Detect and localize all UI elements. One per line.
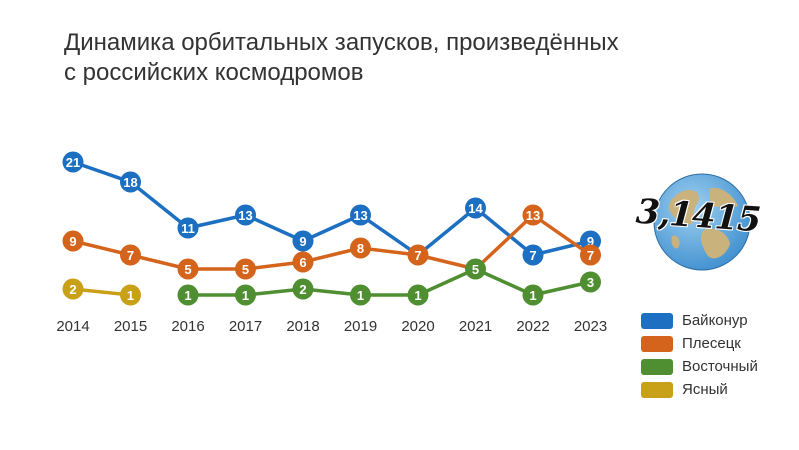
data-label: 2 [69, 282, 76, 297]
data-point [350, 237, 371, 259]
chart-title: Динамика орбитальных запусков, произведё… [64, 28, 664, 88]
legend-label-baikonur: Байконур [682, 312, 748, 329]
data-label: 7 [587, 248, 594, 263]
chart-title-line-2: с российских космодромов [64, 59, 364, 86]
data-point [407, 244, 429, 266]
legend-item-baikonur: Байконур [641, 309, 758, 332]
data-point [120, 244, 141, 266]
data-point [407, 284, 429, 306]
data-point [522, 204, 544, 226]
data-label: 1 [184, 288, 191, 303]
data-label: 8 [357, 241, 364, 256]
data-label: 5 [184, 262, 191, 277]
series-line [72, 213, 592, 271]
data-point [465, 197, 486, 219]
data-label: 11 [181, 221, 195, 236]
data-label: 7 [529, 248, 536, 263]
legend-label-yasny: Ясный [682, 381, 728, 398]
data-label: 13 [526, 208, 540, 223]
data-point [522, 244, 544, 266]
data-label: 1 [357, 288, 364, 303]
data-label: 21 [66, 155, 80, 170]
data-point [465, 258, 486, 280]
data-point [292, 230, 314, 252]
legend-label-vostochny: Восточный [682, 358, 758, 375]
data-label: 18 [123, 175, 137, 190]
data-label: 6 [299, 255, 306, 270]
data-label: 13 [238, 208, 252, 223]
legend-item-plesetsk: Плесецк [641, 332, 758, 355]
data-point [62, 230, 84, 252]
data-point [522, 284, 544, 306]
logo-text: 3,1415 [634, 191, 762, 241]
data-point [580, 244, 601, 266]
data-point [235, 284, 256, 306]
data-label: 1 [414, 288, 421, 303]
legend-swatch-vostochny [641, 358, 673, 375]
x-tick-label: 2015 [114, 318, 147, 335]
legend-item-vostochny: Восточный [641, 355, 758, 378]
data-label: 1 [529, 288, 536, 303]
data-label: 7 [127, 248, 134, 263]
x-tick-label: 2014 [56, 318, 89, 335]
legend-label-plesetsk: Плесецк [682, 335, 741, 352]
data-label: 9 [587, 234, 594, 249]
data-label: 1 [242, 288, 249, 303]
x-tick-label: 2020 [401, 318, 434, 335]
legend-item-yasny: Ясный [641, 378, 758, 401]
line-chart: 2014 2015 2016 2017 2018 2019 2020 2021 2022 2023… [56, 151, 607, 335]
data-point [120, 171, 141, 193]
x-tick-label: 2023 [574, 318, 607, 335]
data-point [62, 278, 84, 300]
x-tick-label: 2022 [516, 318, 549, 335]
data-point [292, 278, 314, 300]
data-label: 2 [299, 282, 306, 297]
data-point [350, 284, 371, 306]
x-tick-label: 2018 [286, 318, 319, 335]
data-point [120, 284, 141, 306]
x-tick-label: 2016 [171, 318, 204, 335]
data-label: 14 [468, 201, 483, 216]
data-point [177, 258, 199, 280]
data-label: 3 [587, 275, 594, 290]
legend-swatch-baikonur [641, 312, 673, 329]
data-point [292, 251, 314, 273]
data-label: 7 [414, 248, 421, 263]
data-label: 5 [472, 262, 479, 277]
x-tick-label: 2017 [229, 318, 262, 335]
data-point [350, 204, 371, 226]
data-point [177, 217, 199, 239]
data-label: 9 [69, 234, 76, 249]
data-point [235, 204, 256, 226]
chart-title-line-1: Динамика орбитальных запусков, произведё… [64, 29, 619, 56]
legend-swatch-plesetsk [641, 335, 673, 352]
data-point [62, 151, 84, 173]
x-tick-label: 2019 [344, 318, 377, 335]
globe-logo-icon [653, 173, 751, 271]
data-label: 5 [242, 262, 249, 277]
data-point [177, 284, 199, 306]
data-label: 13 [353, 208, 367, 223]
data-label: 9 [299, 234, 306, 249]
data-point [235, 258, 256, 280]
x-tick-label: 2021 [459, 318, 492, 335]
data-label: 1 [127, 288, 134, 303]
chart-legend: Байконур Плесецк Восточный Ясный [641, 309, 758, 401]
data-point [580, 271, 601, 293]
legend-swatch-yasny [641, 381, 673, 398]
series-line [72, 160, 591, 257]
